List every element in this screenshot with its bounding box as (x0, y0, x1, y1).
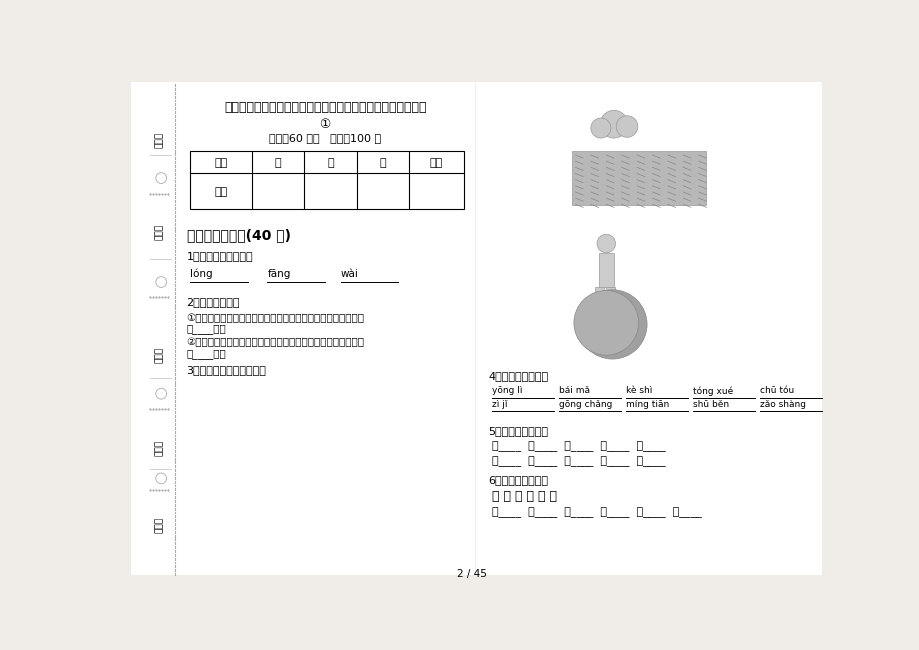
Text: 树____  老____  军____  妹____  人____  今____: 树____ 老____ 军____ 妹____ 人____ 今____ (492, 508, 701, 518)
Bar (598, 253, 613, 287)
Text: 人教版一年级精选突破上学期小学语文六单元真题模拟试卷卷: 人教版一年级精选突破上学期小学语文六单元真题模拟试卷卷 (223, 101, 426, 114)
Text: wài: wài (340, 269, 358, 279)
Circle shape (573, 291, 638, 355)
Text: yōng lì: yōng lì (492, 386, 522, 395)
Text: 考场：: 考场： (155, 224, 164, 240)
Text: 有____等。: 有____等。 (187, 324, 226, 334)
Text: 二: 二 (327, 159, 334, 168)
Text: lóng: lóng (190, 269, 213, 280)
Text: 得分: 得分 (214, 187, 228, 198)
Text: tóng xué: tóng xué (693, 386, 732, 395)
Text: zǎo shàng: zǎo shàng (759, 400, 805, 409)
Circle shape (155, 388, 166, 399)
Circle shape (155, 473, 166, 484)
Text: 5．比一比，再组词: 5．比一比，再组词 (488, 426, 548, 436)
Text: shū běn: shū běn (693, 400, 729, 409)
Text: 4．我会拼，我会写: 4．我会拼，我会写 (488, 370, 548, 381)
Text: 学校：: 学校： (155, 517, 164, 532)
Text: fāng: fāng (267, 269, 290, 279)
Text: zì jǐ: zì jǐ (492, 400, 507, 409)
Text: 题号: 题号 (214, 159, 228, 168)
Text: 总分: 总分 (429, 159, 443, 168)
Text: 小____  果____  了____  田____  儿____: 小____ 果____ 了____ 田____ 儿____ (492, 441, 665, 452)
Text: 2 / 45: 2 / 45 (456, 569, 486, 579)
Text: 2．按要求写字。: 2．按要求写字。 (187, 298, 240, 307)
Text: 1．读拼音，写汉字。: 1．读拼音，写汉字。 (187, 252, 253, 261)
Text: 有____等。: 有____等。 (187, 349, 226, 359)
Text: chū tóu: chū tóu (759, 386, 794, 395)
Bar (594, 287, 603, 307)
Text: 6．认一认，连一连: 6．认一认，连一连 (488, 474, 548, 484)
Bar (571, 151, 706, 205)
Text: 班级：: 班级： (155, 439, 164, 456)
Text: 师 队 叶 民 天 妹: 师 队 叶 民 天 妹 (492, 490, 557, 503)
Text: ①: ① (319, 118, 331, 131)
Text: 3．看图，选择正确的读音: 3．看图，选择正确的读音 (187, 365, 267, 375)
Text: 姓名：: 姓名： (155, 347, 164, 363)
Text: gōng chǎng: gōng chǎng (559, 400, 612, 409)
Bar (606, 287, 615, 307)
Circle shape (155, 277, 166, 287)
Circle shape (616, 116, 637, 137)
Text: ①在部编版一年级上册第六单元中，按从左到右规划书写的汉字: ①在部编版一年级上册第六单元中，按从左到右规划书写的汉字 (187, 313, 364, 323)
Text: kè shì: kè shì (626, 386, 652, 395)
Circle shape (577, 290, 646, 359)
Bar (190, 151, 463, 209)
Circle shape (155, 173, 166, 183)
Circle shape (596, 234, 615, 253)
Text: ②在部编版一年级上册第六单元中，按从上到下规划书写的汉字: ②在部编版一年级上册第六单元中，按从上到下规划书写的汉字 (187, 337, 364, 348)
Text: 少____  里____  子____  日____  几____: 少____ 里____ 子____ 日____ 几____ (492, 456, 665, 467)
Text: 三: 三 (380, 159, 386, 168)
Circle shape (590, 118, 610, 138)
Text: 一、积累与运用(40 分): 一、积累与运用(40 分) (187, 228, 290, 242)
Circle shape (599, 111, 627, 138)
Text: bái mǎ: bái mǎ (559, 386, 590, 395)
Text: míng tiān: míng tiān (626, 400, 669, 409)
Text: 考号：: 考号： (155, 131, 164, 148)
Text: 一: 一 (275, 159, 281, 168)
Text: 时间：60 分钟   渴分：100 分: 时间：60 分钟 渴分：100 分 (269, 133, 380, 144)
